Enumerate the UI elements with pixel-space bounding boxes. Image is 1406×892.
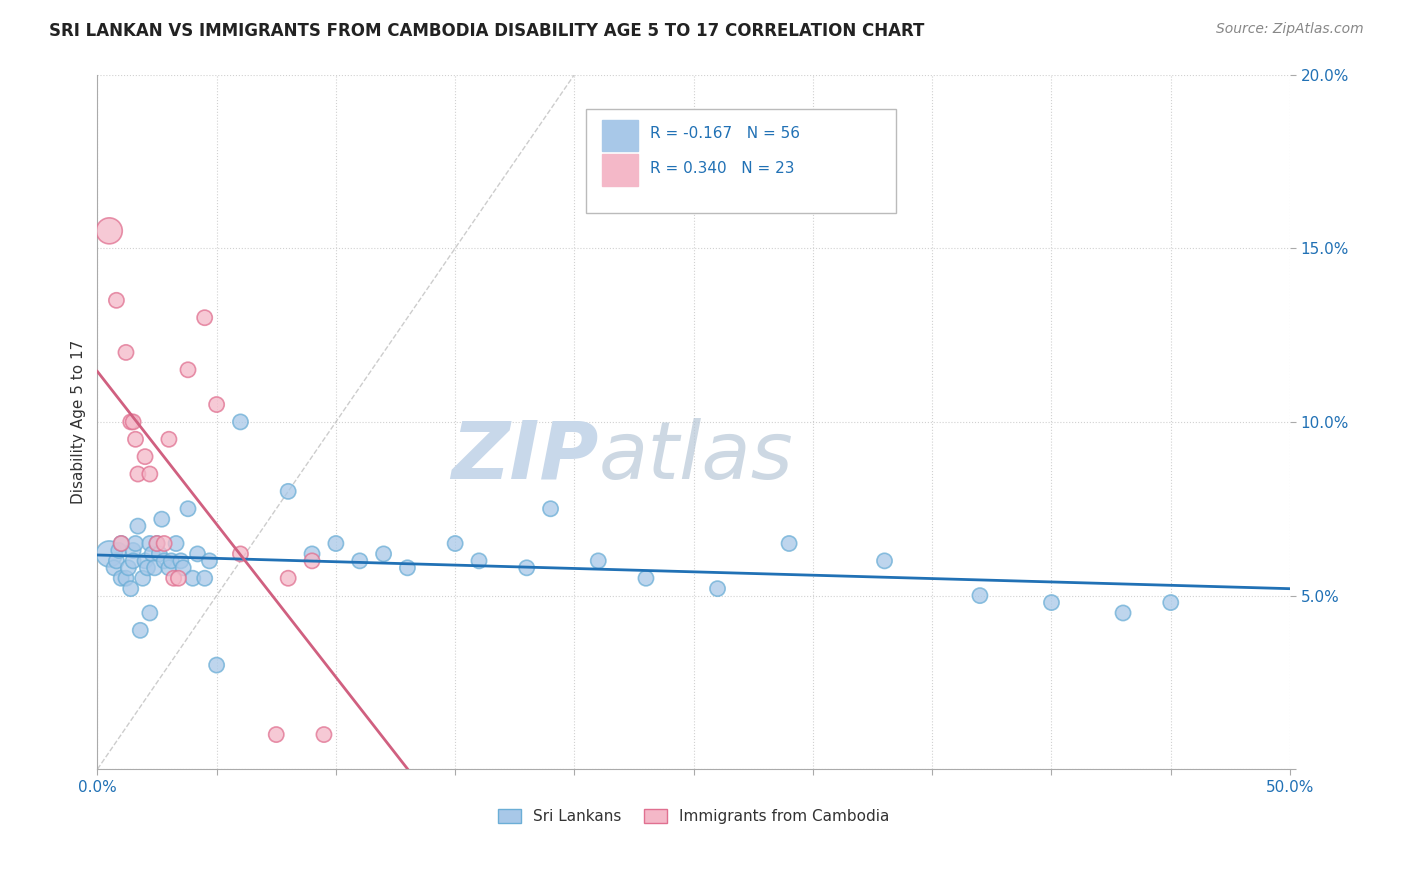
Bar [602, 154, 638, 186]
Point [264, 728, 287, 742]
Point [122, 543, 145, 558]
Point [134, 554, 156, 568]
Text: ZIP: ZIP [451, 417, 599, 496]
Text: SRI LANKAN VS IMMIGRANTS FROM CAMBODIA DISABILITY AGE 5 TO 17 CORRELATION CHART: SRI LANKAN VS IMMIGRANTS FROM CAMBODIA D… [49, 22, 925, 40]
Point [229, 547, 252, 561]
Point [146, 536, 169, 550]
Point [349, 554, 371, 568]
Point [186, 547, 208, 561]
Point [136, 561, 159, 575]
Point [122, 415, 145, 429]
Point [131, 571, 153, 585]
Bar [602, 120, 638, 151]
Point [160, 554, 183, 568]
Point [127, 519, 149, 533]
Text: atlas: atlas [599, 417, 793, 496]
Point [167, 571, 190, 585]
Point [1040, 596, 1063, 610]
Point [301, 554, 323, 568]
Point [124, 432, 146, 446]
Point [157, 432, 180, 446]
Point [969, 589, 991, 603]
Point [115, 345, 138, 359]
Legend: Sri Lankans, Immigrants from Cambodia: Sri Lankans, Immigrants from Cambodia [498, 809, 890, 824]
Point [157, 561, 180, 575]
Point [139, 606, 162, 620]
Point [103, 561, 125, 575]
Point [312, 728, 335, 742]
Point [165, 536, 187, 550]
Point [172, 561, 194, 575]
Point [778, 536, 800, 550]
Point [468, 554, 491, 568]
Point [98, 224, 121, 238]
Point [124, 536, 146, 550]
Point [146, 536, 169, 550]
Point [181, 571, 204, 585]
Point [325, 536, 347, 550]
FancyBboxPatch shape [586, 109, 897, 213]
Point [873, 554, 896, 568]
Point [134, 450, 156, 464]
Point [634, 571, 657, 585]
Point [198, 554, 221, 568]
Point [153, 536, 176, 550]
Point [127, 467, 149, 481]
Point [139, 467, 162, 481]
Point [516, 561, 538, 575]
Point [706, 582, 728, 596]
Point [110, 536, 132, 550]
Point [588, 554, 610, 568]
Point [277, 484, 299, 499]
Point [301, 547, 323, 561]
Point [1160, 596, 1182, 610]
Point [148, 547, 170, 561]
Text: Source: ZipAtlas.com: Source: ZipAtlas.com [1216, 22, 1364, 37]
Point [98, 547, 121, 561]
Point [1112, 606, 1135, 620]
Point [170, 554, 193, 568]
Point [177, 501, 200, 516]
Point [110, 571, 132, 585]
Point [143, 561, 166, 575]
Point [129, 624, 152, 638]
Point [141, 547, 163, 561]
Point [108, 543, 131, 558]
Text: R = 0.340   N = 23: R = 0.340 N = 23 [650, 161, 794, 176]
Point [105, 293, 128, 308]
Point [139, 536, 162, 550]
Point [396, 561, 419, 575]
Point [194, 571, 217, 585]
Point [120, 415, 142, 429]
Point [277, 571, 299, 585]
Point [163, 571, 186, 585]
Point [444, 536, 467, 550]
Point [115, 571, 138, 585]
Point [105, 554, 128, 568]
Point [177, 363, 200, 377]
Point [120, 582, 142, 596]
Y-axis label: Disability Age 5 to 17: Disability Age 5 to 17 [72, 340, 86, 504]
Point [229, 415, 252, 429]
Point [540, 501, 562, 516]
Point [153, 554, 176, 568]
Point [122, 554, 145, 568]
Point [150, 512, 173, 526]
Point [117, 561, 139, 575]
Point [194, 310, 217, 325]
Point [205, 398, 228, 412]
Text: R = -0.167   N = 56: R = -0.167 N = 56 [650, 126, 800, 141]
Point [205, 658, 228, 673]
Point [110, 536, 132, 550]
Point [373, 547, 395, 561]
